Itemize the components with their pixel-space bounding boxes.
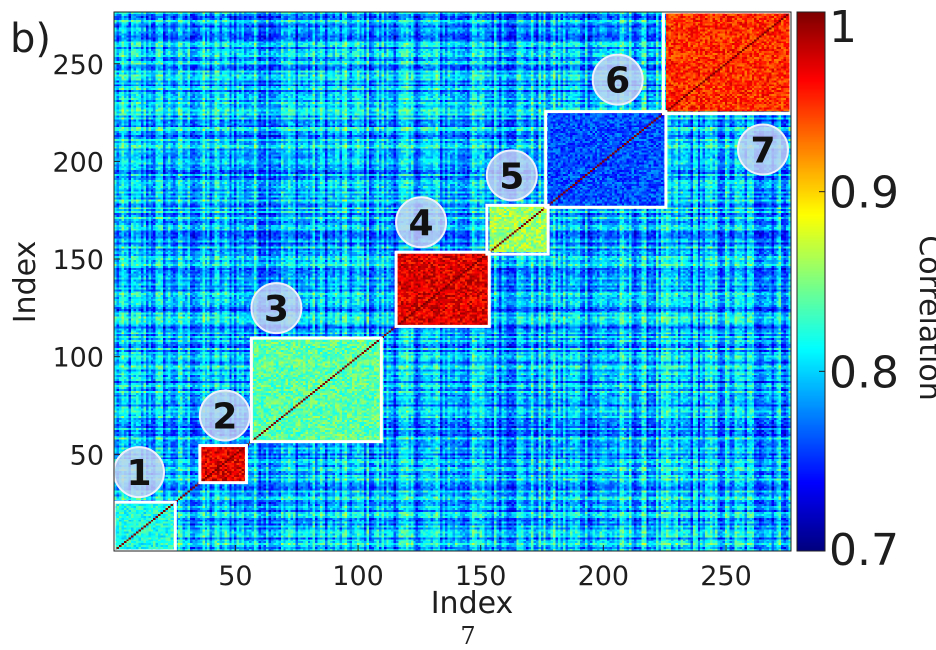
cluster-badge-4 xyxy=(395,196,448,249)
cluster-badge-label-5: 5 xyxy=(499,156,524,197)
cluster-badge-6 xyxy=(591,53,644,106)
cluster-box-5 xyxy=(485,203,550,256)
y-tick-label: 250 xyxy=(52,50,104,81)
x-tick-label: 100 xyxy=(332,561,384,592)
cluster-badge-2 xyxy=(198,389,251,442)
cluster-box-4 xyxy=(394,250,491,328)
x-axis-ticks: 50 100 150 200 250 xyxy=(218,545,752,592)
x-tick-label: 150 xyxy=(455,561,507,592)
cluster-badge-label-1: 1 xyxy=(126,453,151,494)
cluster-badge-label-3: 3 xyxy=(264,289,289,330)
cluster-badge-5 xyxy=(485,149,538,202)
colorbar-tick-label: 0.8 xyxy=(829,347,899,398)
cluster-badge-3 xyxy=(250,282,303,335)
y-axis-label: Index xyxy=(8,241,43,324)
heatmap-image xyxy=(114,12,791,551)
cluster-badge-label-7: 7 xyxy=(750,131,775,172)
colorbar-tick-label: 0.7 xyxy=(829,525,899,576)
cluster-badge-label-4: 4 xyxy=(409,203,434,244)
y-axis-ticks: 50 100 150 200 250 xyxy=(52,50,120,471)
colorbar-tick-label: 1 xyxy=(829,2,857,53)
cluster-badges: 1 2 3 4 5 6 7 xyxy=(113,53,789,499)
colorbar-label: Correlation xyxy=(912,235,936,400)
colorbar-frame xyxy=(796,11,826,552)
cluster-badge-label-6: 6 xyxy=(605,61,630,102)
cluster-box-6 xyxy=(544,110,668,209)
colorbar xyxy=(797,12,825,551)
cluster-box-3 xyxy=(249,336,383,444)
y-tick-label: 50 xyxy=(70,440,104,471)
y-tick-label: 100 xyxy=(52,343,104,374)
colorbar-tick-label: 0.9 xyxy=(829,168,899,219)
cluster-badge-7 xyxy=(737,123,789,176)
colorbar-ticks: 0.7 0.8 0.9 1 xyxy=(819,2,899,576)
x-tick-label: 200 xyxy=(578,561,630,592)
cluster-badge-label-2: 2 xyxy=(212,397,237,438)
panel-label: b) xyxy=(10,16,51,62)
page-number: 7 xyxy=(460,622,476,650)
x-tick-label: 50 xyxy=(218,561,252,592)
cluster-box-2 xyxy=(198,444,248,485)
x-tick-label: 250 xyxy=(700,561,752,592)
x-axis-label: Index xyxy=(431,586,514,621)
plot-frame xyxy=(113,11,792,552)
y-tick-label: 150 xyxy=(52,245,104,276)
y-tick-label: 200 xyxy=(52,147,104,178)
